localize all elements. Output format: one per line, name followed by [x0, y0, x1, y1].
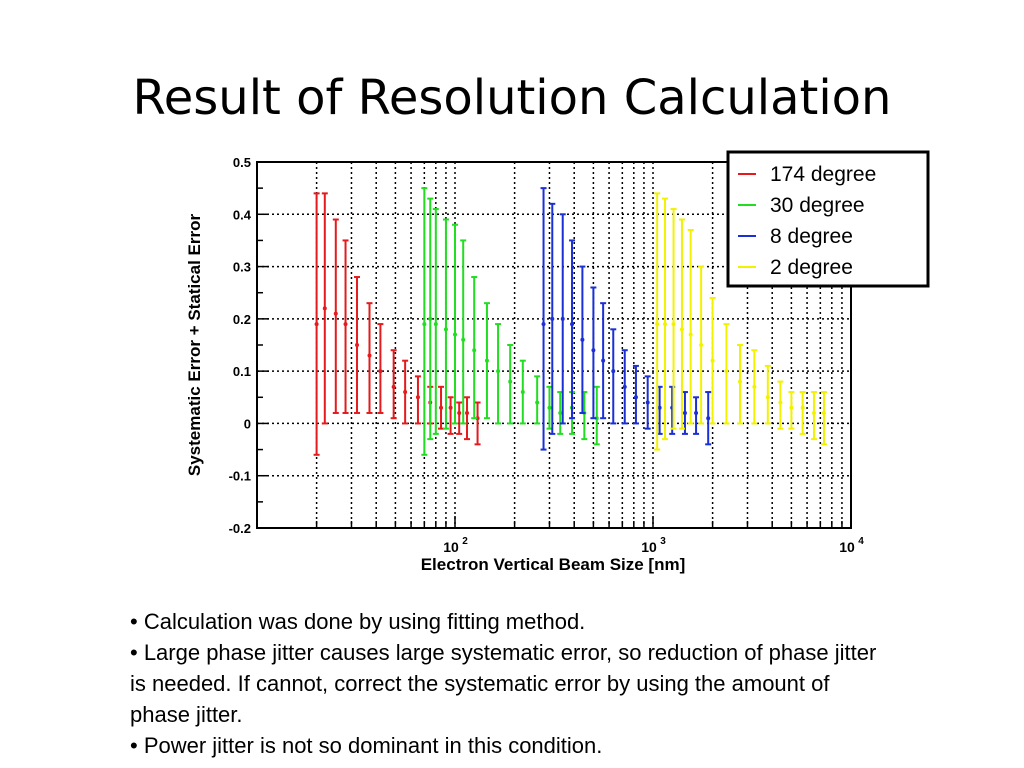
series: [654, 192, 827, 451]
x-tick-label: 10: [839, 539, 855, 555]
y-tick-label: 0.4: [233, 207, 252, 222]
data-point: [645, 400, 650, 405]
data-point: [443, 327, 448, 332]
bullet-item: • Power jitter is not so dominant in thi…: [130, 733, 603, 758]
y-axis-label: Systematic Error + Statical Error: [185, 214, 204, 477]
x-tick-label: 10: [443, 539, 459, 555]
data-point: [322, 306, 327, 311]
x-tick-exponent: 3: [660, 536, 666, 547]
data-point: [765, 395, 770, 400]
grid-lines: [257, 162, 851, 528]
data-point: [560, 316, 565, 321]
data-point: [541, 322, 546, 327]
slide-title: Result of Resolution Calculation: [132, 70, 892, 126]
data-point: [448, 405, 453, 410]
y-tick-label: 0.3: [233, 260, 251, 275]
y-tick-label: -0.1: [229, 469, 251, 484]
data-point: [439, 405, 444, 410]
error-bar-chart: -0.2-0.100.10.20.30.40.510 2 10 3 10 4 System…: [185, 150, 930, 574]
data-point: [811, 410, 816, 415]
data-point: [461, 337, 466, 342]
data-point: [428, 316, 433, 321]
data-point: [699, 343, 704, 347]
data-point: [663, 322, 668, 327]
data-point: [657, 405, 662, 410]
y-tick-label: 0.1: [233, 364, 251, 379]
legend-label: 30 degree: [770, 194, 865, 217]
bullet-item: • Large phase jitter causes large system…: [130, 640, 877, 727]
data-point: [580, 337, 585, 342]
x-tick-exponent: 2: [462, 536, 468, 547]
data-point: [343, 322, 348, 327]
legend-label: 2 degree: [770, 256, 853, 279]
data-point: [535, 400, 540, 405]
legend: 174 degree 30 degree 8 degree 2 degree: [726, 150, 930, 288]
data-point: [484, 358, 489, 363]
series: [540, 187, 712, 451]
y-tick-label: 0.5: [233, 155, 251, 170]
data-point: [508, 379, 513, 384]
data-point: [591, 348, 596, 353]
data-point: [355, 343, 360, 347]
bullet-item: • Calculation was done by using fitting …: [130, 609, 586, 634]
data-point: [694, 410, 699, 415]
x-tick-label: 10: [641, 539, 657, 555]
legend-label: 174 degree: [770, 163, 876, 186]
legend-box: [726, 150, 930, 288]
data-point: [752, 384, 757, 389]
data-point: [472, 348, 477, 353]
data-point: [314, 322, 319, 327]
legend-label: 8 degree: [770, 225, 853, 248]
y-tick-label: 0.2: [233, 312, 251, 327]
data-point: [496, 369, 501, 374]
data-point: [800, 405, 805, 410]
data-point: [633, 395, 638, 400]
data-point: [558, 410, 563, 415]
data-point: [520, 390, 525, 395]
data-point: [706, 416, 711, 421]
data-series: [313, 187, 827, 456]
data-point: [457, 410, 462, 415]
x-axis-label: Electron Vertical Beam Size [nm]: [421, 555, 686, 574]
data-point: [622, 384, 627, 389]
data-point: [378, 369, 383, 374]
data-point: [547, 405, 552, 410]
data-point: [333, 311, 338, 316]
data-point: [655, 322, 660, 327]
data-point: [724, 369, 729, 374]
data-point: [367, 353, 372, 358]
axes: -0.2-0.100.10.20.30.40.510 2 10 3 10 4: [229, 155, 865, 555]
data-point: [688, 332, 693, 337]
bullet-list: • Calculation was done by using fitting …: [130, 606, 890, 761]
data-point: [465, 410, 470, 415]
data-point: [601, 358, 606, 363]
data-point: [453, 332, 457, 337]
data-point: [415, 395, 420, 400]
data-point: [550, 316, 555, 321]
data-point: [671, 322, 676, 327]
x-tick-exponent: 4: [858, 536, 864, 547]
data-point: [778, 400, 783, 405]
data-point: [611, 369, 616, 374]
data-point: [422, 322, 427, 327]
data-point: [403, 390, 408, 395]
data-point: [433, 322, 438, 327]
data-point: [789, 405, 794, 410]
data-point: [682, 410, 687, 415]
y-tick-label: 0: [244, 416, 251, 431]
data-point: [570, 322, 575, 327]
data-point: [391, 384, 396, 389]
data-point: [737, 379, 742, 384]
data-point: [679, 327, 684, 332]
data-point: [710, 358, 715, 363]
y-tick-label: -0.2: [229, 521, 251, 536]
data-point: [821, 410, 826, 415]
